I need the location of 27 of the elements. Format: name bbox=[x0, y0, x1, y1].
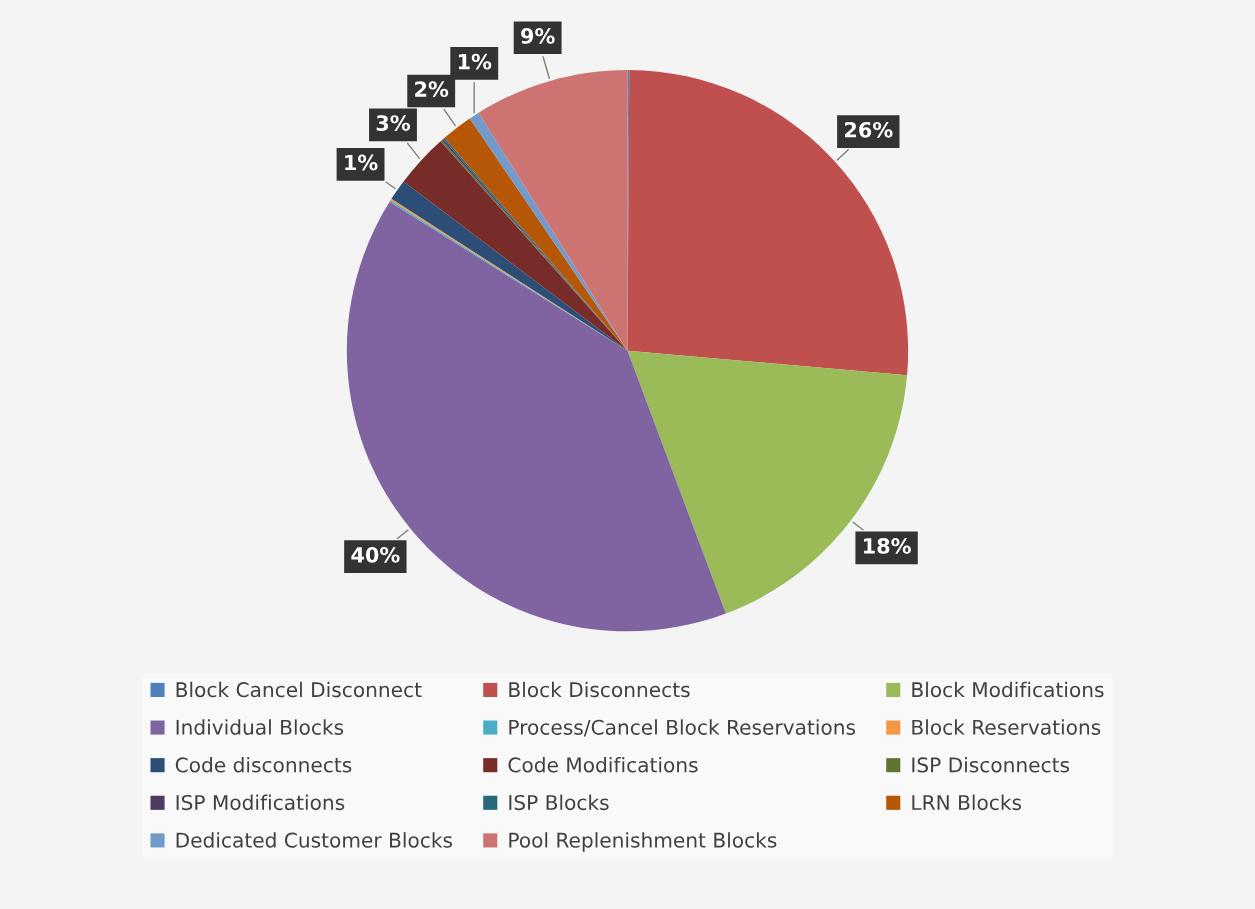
legend-label: Code disconnects bbox=[175, 756, 352, 773]
pie-slice bbox=[627, 70, 909, 376]
data-label: 18% bbox=[864, 538, 911, 554]
legend-label: Block Disconnects bbox=[509, 681, 690, 698]
legend-label: Process/Cancel Block Reservations bbox=[509, 719, 856, 737]
data-label: 1% bbox=[345, 154, 378, 171]
legend-label: ISP Disconnects bbox=[912, 756, 1070, 773]
pie-slice bbox=[346, 201, 726, 632]
legend-label: LRN Blocks bbox=[912, 794, 1022, 811]
data-label: 40% bbox=[351, 546, 400, 563]
legend-label: ISP Blocks bbox=[509, 794, 609, 811]
data-label: 1% bbox=[458, 53, 492, 70]
data-label: 26% bbox=[845, 121, 893, 138]
legend-label: Dedicated Customer Blocks bbox=[176, 832, 453, 848]
pie-slice bbox=[403, 141, 628, 351]
pie-slice bbox=[478, 70, 628, 351]
legend-label: Block Reservations bbox=[912, 719, 1101, 735]
legend-label: Code Modifications bbox=[508, 756, 698, 773]
legend-label: Block Modifications bbox=[912, 681, 1104, 698]
legend-label: Individual Blocks bbox=[176, 719, 344, 735]
legend-label: ISP Modifications bbox=[176, 794, 345, 811]
data-label: 3% bbox=[376, 115, 411, 131]
legend-label: Pool Replenishment Blocks bbox=[509, 832, 777, 852]
legend-label: Block Cancel Disconnect bbox=[176, 681, 422, 698]
data-label: 2% bbox=[415, 81, 449, 98]
data-label: 9% bbox=[521, 28, 555, 44]
pie-slice bbox=[469, 112, 628, 351]
